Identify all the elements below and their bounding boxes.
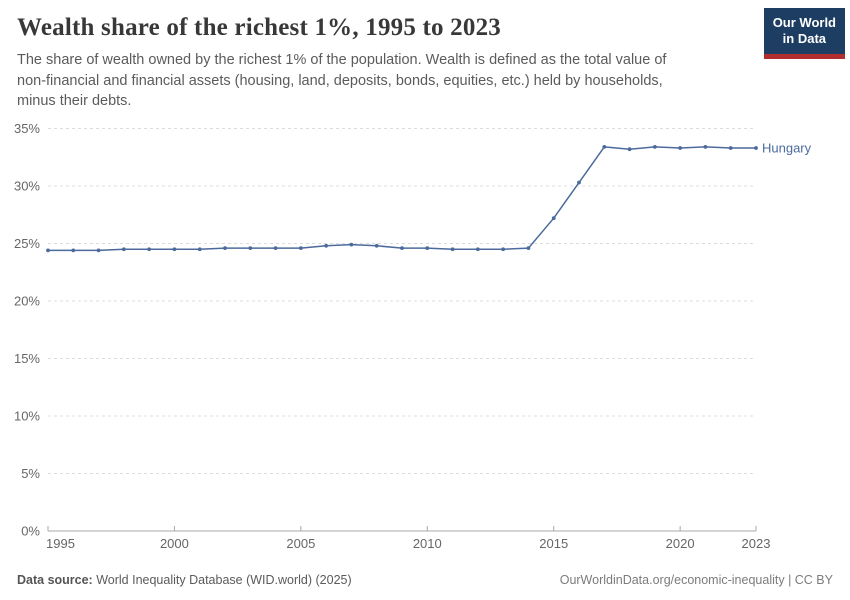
data-point[interactable] [526, 246, 531, 251]
data-point[interactable] [273, 246, 278, 251]
owid-logo-line2: in Data [782, 31, 827, 47]
data-point[interactable] [298, 246, 303, 251]
credit-link[interactable]: OurWorldinData.org/economic-inequality |… [559, 573, 833, 587]
data-source-label: Data source: [17, 573, 93, 587]
data-point[interactable] [121, 247, 126, 252]
data-point[interactable] [577, 180, 581, 185]
chart-subtitle: The share of wealth owned by the richest… [17, 52, 667, 110]
data-point[interactable] [728, 146, 733, 150]
data-point[interactable] [602, 145, 607, 149]
data-point[interactable] [324, 243, 329, 248]
y-tick-label: 25% [14, 236, 40, 251]
data-point[interactable] [551, 216, 556, 221]
y-tick-label: 0% [21, 524, 40, 539]
data-point[interactable] [627, 147, 632, 152]
line-chart-svg: 0% 5% 10% 15% 20% 25% 30% 35% 1995 2000 2005 2010 20… [14, 121, 812, 551]
x-tick-label: 2010 [413, 536, 442, 551]
data-point[interactable] [197, 247, 202, 252]
y-tick-label: 10% [14, 409, 40, 424]
chart-header: Wealth share of the richest 1%, 1995 to … [17, 8, 845, 112]
y-tick-label: 20% [14, 294, 40, 309]
data-line[interactable] [48, 146, 756, 252]
data-point[interactable] [450, 247, 455, 252]
data-point[interactable] [678, 146, 683, 150]
data-point[interactable] [147, 247, 152, 252]
data-point[interactable] [425, 246, 430, 251]
y-tick-label: 30% [14, 179, 40, 194]
x-tick-label: 2005 [286, 536, 315, 551]
data-point[interactable] [374, 243, 379, 248]
data-point[interactable] [349, 242, 354, 247]
owid-logo-line1: Our World [772, 15, 836, 30]
data-point[interactable] [754, 146, 758, 150]
x-tick-label: 2015 [539, 536, 568, 551]
x-tick-label: 1995 [46, 536, 75, 551]
data-point[interactable] [703, 145, 708, 149]
data-point[interactable] [71, 248, 76, 253]
data-point[interactable] [46, 248, 50, 253]
x-tick-label: 2020 [666, 536, 695, 551]
x-tick-label: 2023 [742, 536, 771, 551]
x-tick-label: 2000 [160, 536, 189, 551]
data-point[interactable] [652, 145, 657, 149]
owid-logo[interactable]: Our World in Data [763, 8, 845, 59]
data-source[interactable]: Data source: World Inequality Database (… [17, 573, 352, 587]
chart-footer: Data source: World Inequality Database (… [17, 573, 833, 587]
line-chart: 0% 5% 10% 15% 20% 25% 30% 35% 1995 2000 2005 2010 20… [0, 110, 850, 570]
y-tick-label: 15% [14, 351, 40, 366]
data-point[interactable] [172, 247, 177, 252]
y-tick-label: 35% [14, 121, 40, 136]
data-point[interactable] [501, 247, 506, 252]
entity-label[interactable]: Hungary [762, 141, 812, 156]
data-point[interactable] [400, 246, 404, 251]
data-point[interactable] [475, 247, 480, 252]
page-title: Wealth share of the richest 1%, 1995 to … [17, 14, 501, 41]
data-point[interactable] [248, 246, 253, 251]
data-point[interactable] [96, 248, 101, 253]
data-point[interactable] [223, 246, 227, 251]
data-source-text: World Inequality Database (WID.world) (2… [96, 573, 352, 587]
y-tick-label: 5% [21, 466, 40, 481]
